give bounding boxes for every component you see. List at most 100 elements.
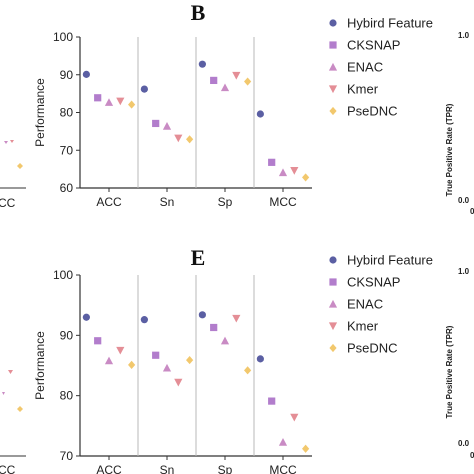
- legend-marker: [329, 343, 337, 353]
- data-point: [174, 134, 183, 143]
- y-tick-label: 60: [60, 181, 74, 195]
- data-point: [94, 94, 102, 102]
- data-point: [232, 314, 241, 323]
- x-tick-label: Sn: [160, 463, 175, 474]
- data-point: [244, 77, 252, 86]
- x-tick-label: Sp: [218, 195, 233, 209]
- y-tick-label: 70: [60, 449, 74, 463]
- data-point: [256, 110, 264, 118]
- legend-label: Hybird Feature: [347, 253, 433, 268]
- data-point: [278, 438, 288, 446]
- data-point: [278, 168, 288, 177]
- legend-label: Hybird Feature: [347, 16, 433, 31]
- data-point: [290, 413, 299, 422]
- y-tick-label: 100: [53, 30, 73, 44]
- left-fragment-top: CC: [0, 140, 26, 210]
- data-point: [302, 444, 310, 453]
- right-fragment-top: True Positive Rate (TPR) 1.0 0.0 0: [445, 31, 474, 216]
- y-tick-label: 90: [60, 68, 74, 82]
- x-tick-label: MCC: [269, 463, 297, 474]
- legend-marker: [329, 278, 337, 286]
- data-point: [186, 135, 194, 144]
- legend-label: CKSNAP: [347, 38, 400, 53]
- data-point: [210, 76, 218, 85]
- x-tick-label: MCC: [269, 195, 297, 209]
- data-point: [82, 70, 90, 78]
- data-point: [210, 323, 218, 332]
- x-tick-label: ACC: [96, 463, 122, 474]
- legend-marker: [329, 106, 337, 116]
- fragment-marker: [10, 140, 14, 143]
- data-point: [104, 356, 114, 365]
- data-point: [140, 316, 148, 324]
- legend-marker: [328, 62, 338, 71]
- legend-marker: [328, 299, 338, 308]
- data-point: [220, 336, 230, 345]
- legend-label: PseDNC: [347, 104, 398, 119]
- data-point: [174, 378, 183, 387]
- data-point: [220, 83, 230, 92]
- legend-label: ENAC: [347, 297, 383, 312]
- legend: Hybird Feature CKSNAP ENAC Kmer PseDNC: [328, 253, 433, 356]
- chart-panel-e: E 70 80 90 100 Performance ACC Sn Sp MCC Hybird Fe…: [33, 245, 433, 474]
- fragment-tick-x: 0: [470, 451, 474, 460]
- legend-marker: [329, 41, 337, 49]
- fragment-marker: [17, 163, 23, 169]
- fragment-marker: [17, 406, 23, 412]
- fragment-tick-top: 1.0: [458, 267, 470, 276]
- fragment-tick-label: CC: [0, 196, 16, 210]
- fragment-tick-bottom: 0.0: [458, 196, 470, 205]
- y-tick-label: 80: [60, 106, 74, 120]
- data-point: [268, 158, 276, 166]
- data-point: [198, 60, 206, 68]
- legend-marker: [328, 85, 338, 94]
- y-axis-label: Performance: [33, 78, 47, 147]
- data-point: [302, 173, 310, 182]
- x-tick-label: ACC: [96, 195, 122, 209]
- legend-label: Kmer: [347, 82, 379, 97]
- y-tick-label: 100: [53, 268, 73, 282]
- x-tick-label: Sp: [218, 463, 233, 474]
- data-point: [104, 98, 114, 106]
- data-point: [152, 119, 160, 128]
- legend-label: CKSNAP: [347, 275, 400, 290]
- data-point: [244, 366, 252, 375]
- legend-marker: [328, 322, 338, 331]
- legend-label: PseDNC: [347, 341, 398, 356]
- data-point: [290, 167, 299, 175]
- data-point: [82, 313, 90, 321]
- data-point: [94, 337, 102, 345]
- x-tick-label: Sn: [160, 195, 175, 209]
- data-point: [140, 85, 148, 93]
- data-point: [186, 355, 194, 365]
- left-fragment-bottom: CC: [0, 370, 26, 474]
- data-point: [198, 311, 206, 319]
- y-tick-label: 90: [60, 328, 74, 342]
- fragment-tick-top: 1.0: [458, 31, 470, 40]
- panel-letter: E: [191, 245, 206, 270]
- data-point: [268, 397, 276, 405]
- legend: Hybird Feature CKSNAP ENAC Kmer PseDNC: [328, 16, 433, 119]
- panel-letter: B: [191, 0, 206, 25]
- data-point: [128, 360, 136, 369]
- fragment-marker: [2, 392, 5, 395]
- data-point: [256, 355, 264, 363]
- data-point: [162, 363, 172, 372]
- y-tick-label: 70: [60, 143, 74, 157]
- y-axis-label: Performance: [33, 331, 47, 400]
- data-point: [152, 351, 160, 359]
- fragment-ylabel: True Positive Rate (TPR): [445, 325, 454, 418]
- fragment-marker: [8, 370, 13, 374]
- data-point: [232, 71, 241, 80]
- legend-label: Kmer: [347, 319, 379, 334]
- legend-marker: [329, 19, 337, 27]
- chart-panel-b: B 60 70 80 90 100 Performance ACC Sn Sp MCC Hybird …: [33, 0, 433, 209]
- fragment-tick-label: CC: [0, 463, 16, 474]
- fragment-ylabel: True Positive Rate (TPR): [445, 103, 454, 196]
- data-point: [162, 121, 172, 130]
- data-point: [128, 100, 136, 109]
- legend-marker: [329, 256, 337, 264]
- data-point: [116, 346, 125, 355]
- fragment-tick-x: 0: [470, 207, 474, 216]
- legend-label: ENAC: [347, 60, 383, 75]
